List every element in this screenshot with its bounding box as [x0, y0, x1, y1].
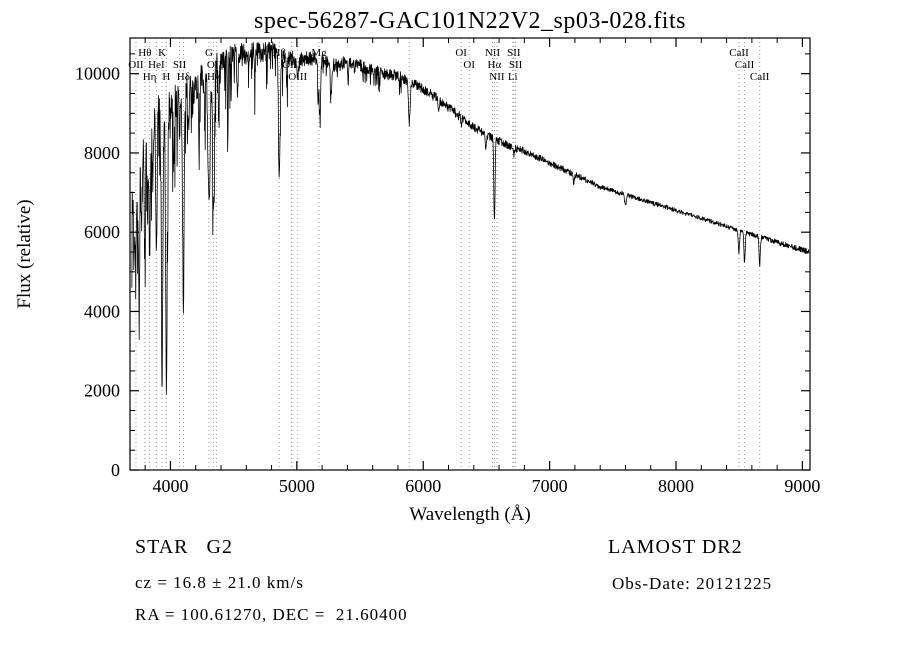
spectral-marker-label: OI — [455, 47, 467, 59]
y-axis-title: Flux (relative) — [14, 199, 35, 308]
spectral-marker-label: Li — [508, 71, 518, 83]
y-tick-label: 0 — [111, 460, 120, 480]
plot-frame — [129, 37, 811, 471]
spectral-marker-label: Mg — [311, 47, 327, 59]
x-tick-label: 9000 — [784, 476, 820, 496]
spectral-marker-label: SII — [507, 47, 521, 59]
x-axis-title: Wavelength (Å) — [409, 504, 530, 525]
spectral-marker-label: CaII — [750, 71, 770, 83]
spectral-marker-label: HeI — [148, 59, 165, 71]
spectral-marker-label: SII — [509, 59, 523, 71]
y-tick-label: 4000 — [84, 301, 120, 321]
spectral-marker-label: Hα — [488, 59, 502, 71]
spectral-marker-label: G — [205, 47, 213, 59]
spectral-marker-label: NII — [485, 47, 501, 59]
spectral-marker-label: Hδ — [177, 71, 190, 83]
coords-text: RA = 100.61270, DEC = 21.60400 — [135, 605, 408, 624]
spectral-marker-label: OII — [128, 59, 144, 71]
spectral-marker-label: H — [162, 71, 170, 83]
y-tick-label: 8000 — [84, 143, 120, 163]
spectrum-trace — [131, 41, 810, 395]
x-tick-label: 5000 — [279, 476, 315, 496]
x-tick-label: 6000 — [405, 476, 441, 496]
spectral-marker-label: Hη — [143, 71, 157, 83]
cz-text: cz = 16.8 ± 21.0 km/s — [135, 573, 304, 592]
x-tick-label: 7000 — [532, 476, 568, 496]
spectral-marker-label: OI — [463, 59, 475, 71]
obs-date-text: Obs-Date: 20121225 — [612, 574, 773, 593]
survey-text: LAMOST DR2 — [608, 536, 743, 558]
y-tick-label: 6000 — [84, 222, 120, 242]
spectral-marker-label: NII — [489, 71, 505, 83]
x-tick-label: 8000 — [658, 476, 694, 496]
spectral-marker-label: Hθ — [138, 47, 151, 59]
spectral-marker-label: CaII — [735, 59, 755, 71]
classification-text: STAR G2 — [135, 536, 233, 558]
x-tick-label: 4000 — [152, 476, 188, 496]
spectral-marker-label: CaII — [729, 47, 749, 59]
spectral-marker-label: SII — [173, 59, 187, 71]
y-tick-label: 10000 — [75, 64, 120, 84]
y-tick-label: 2000 — [84, 381, 120, 401]
spectral-marker-label: K — [158, 47, 166, 59]
plot-title: spec-56287-GAC101N22V2_sp03-028.fits — [254, 8, 686, 34]
